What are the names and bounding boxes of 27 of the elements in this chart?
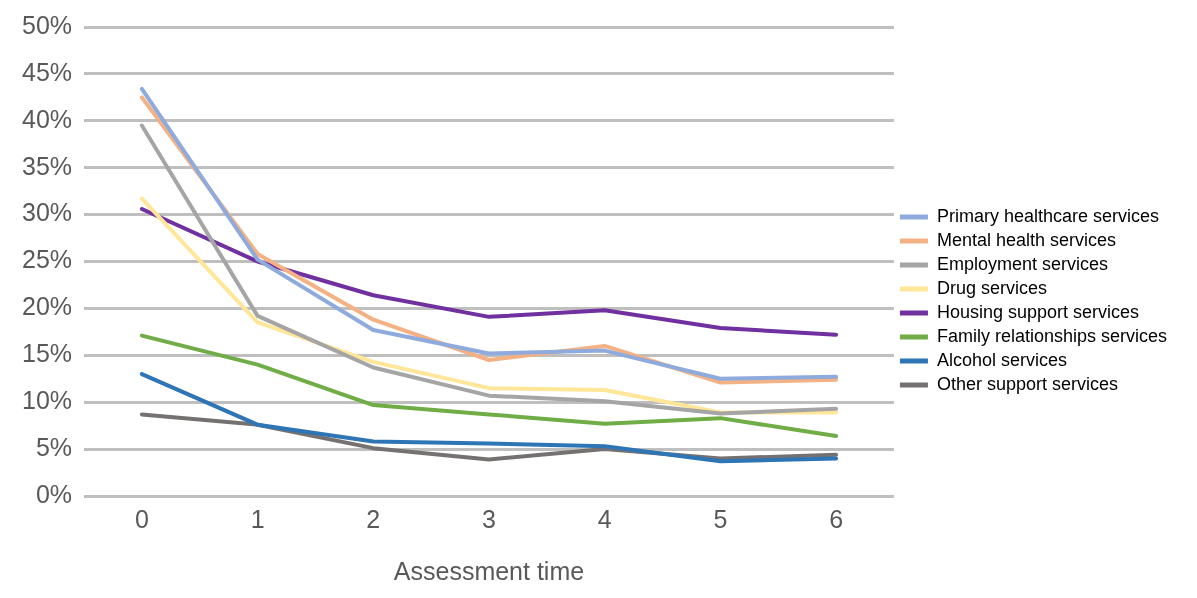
x-tick-label: 2 [366,504,381,533]
y-tick-label: 40% [21,104,73,133]
legend-label: Housing support services [936,301,1140,322]
y-tick-label: 5% [35,432,73,461]
legend-label: Primary healthcare services [936,205,1160,226]
y-tick-label: 10% [21,386,73,415]
legend-label: Employment services [936,253,1108,274]
x-tick-label: 0 [134,504,149,533]
y-tick-label: 0% [35,479,73,508]
x-tick-label: 6 [829,504,844,533]
y-tick-label: 15% [21,339,73,368]
x-tick-label: 3 [482,504,496,533]
x-axis-title: Assessment time [393,556,585,585]
legend-label: Drug services [936,277,1047,298]
y-tick-label: 45% [21,57,73,86]
y-tick-label: 25% [21,245,73,274]
x-tick-label: 5 [713,504,728,533]
legend-label: Other support services [936,373,1119,394]
y-tick-label: 50% [21,10,73,39]
y-tick-label: 30% [21,198,73,227]
y-tick-label: 20% [21,292,73,321]
legend-label: Family relationships services [936,325,1168,346]
x-tick-label: 1 [250,504,265,533]
legend-label: Alcohol services [936,349,1067,370]
y-tick-label: 35% [21,151,73,180]
legend-label: Mental health services [936,229,1117,250]
x-tick-label: 4 [597,504,612,533]
